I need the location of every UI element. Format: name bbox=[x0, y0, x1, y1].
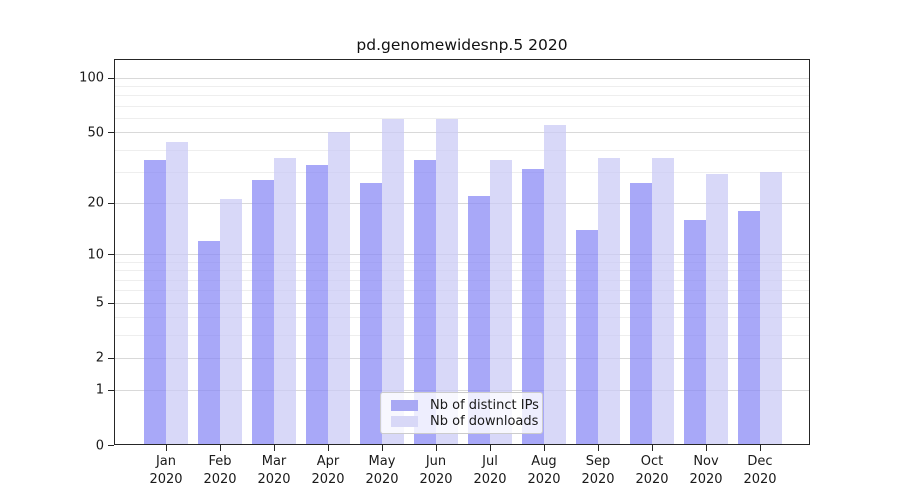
bar-ips-aug bbox=[522, 169, 544, 445]
legend-label: Nb of distinct IPs bbox=[430, 398, 539, 413]
y-tick-mark bbox=[108, 389, 114, 391]
bar-downloads-aug bbox=[544, 124, 566, 445]
x-tick-mark bbox=[598, 445, 599, 451]
x-tick-label: Feb 2020 bbox=[203, 454, 237, 487]
x-tick-label: Oct 2020 bbox=[635, 454, 669, 487]
bar-downloads-sep bbox=[598, 157, 620, 445]
y-tick-mark bbox=[108, 77, 114, 79]
chart-title: pd.genomewidesnp.5 2020 bbox=[356, 36, 568, 54]
y-tick-label: 1 bbox=[95, 382, 104, 398]
y-tick-label: 0 bbox=[95, 438, 104, 453]
bar-ips-jun bbox=[414, 159, 436, 445]
x-tick-mark bbox=[328, 445, 329, 451]
legend: Nb of distinct IPs Nb of downloads bbox=[380, 392, 543, 434]
gridline-major bbox=[114, 77, 810, 79]
legend-item: Nb of downloads bbox=[391, 414, 538, 429]
bar-ips-feb bbox=[198, 240, 220, 445]
x-tick-label: Jun 2020 bbox=[419, 454, 453, 487]
x-tick-mark bbox=[544, 445, 545, 451]
legend-swatch bbox=[391, 400, 418, 411]
bar-ips-apr bbox=[306, 164, 328, 445]
x-tick-label: Jul 2020 bbox=[473, 454, 507, 487]
bar-downloads-oct bbox=[652, 157, 674, 445]
bar-ips-sep bbox=[576, 229, 598, 445]
gridline-major bbox=[114, 302, 810, 304]
x-tick-label: Dec 2020 bbox=[743, 454, 777, 487]
x-tick-mark bbox=[760, 445, 761, 451]
bar-downloads-nov bbox=[706, 174, 728, 445]
gridline-minor bbox=[114, 118, 810, 119]
y-tick-label: 10 bbox=[87, 247, 104, 263]
gridline-minor bbox=[114, 334, 810, 336]
y-tick-mark bbox=[108, 132, 114, 134]
x-tick-label: Mar 2020 bbox=[257, 454, 291, 487]
x-tick-mark bbox=[274, 445, 275, 451]
bar-downloads-mar bbox=[274, 157, 296, 445]
y-tick-label: 50 bbox=[87, 125, 104, 141]
x-tick-mark bbox=[490, 445, 491, 451]
gridline-major bbox=[114, 389, 810, 391]
gridline-minor bbox=[114, 149, 810, 151]
gridline-minor bbox=[114, 86, 810, 88]
gridline-minor bbox=[114, 171, 810, 173]
gridline-minor bbox=[114, 105, 810, 107]
gridline-major bbox=[114, 132, 810, 134]
x-tick-mark bbox=[436, 445, 437, 451]
y-tick-mark bbox=[108, 445, 114, 446]
bar-ips-dec bbox=[738, 210, 760, 445]
bar-ips-oct bbox=[630, 182, 652, 445]
bar-downloads-jan bbox=[166, 142, 188, 445]
x-tick-label: Sep 2020 bbox=[581, 454, 615, 487]
y-tick-label: 20 bbox=[87, 195, 104, 211]
gridline-minor bbox=[114, 261, 810, 263]
bar-ips-mar bbox=[252, 179, 274, 445]
y-tick-label: 2 bbox=[95, 350, 104, 366]
gridline-minor bbox=[114, 317, 810, 318]
y-tick-mark bbox=[108, 302, 114, 304]
x-tick-mark bbox=[652, 445, 653, 451]
y-tick-mark bbox=[108, 254, 114, 256]
bar-downloads-apr bbox=[328, 132, 350, 445]
x-tick-mark bbox=[382, 445, 383, 451]
plot-frame bbox=[114, 59, 810, 445]
gridline-minor bbox=[114, 290, 810, 292]
x-tick-label: Nov 2020 bbox=[689, 454, 723, 487]
legend-swatch bbox=[391, 416, 418, 427]
x-tick-mark bbox=[166, 445, 167, 451]
bar-downloads-dec bbox=[760, 171, 782, 445]
bar-ips-jul bbox=[468, 195, 490, 445]
x-tick-mark bbox=[706, 445, 707, 451]
x-tick-label: Aug 2020 bbox=[527, 454, 561, 487]
y-tick-label: 5 bbox=[95, 295, 104, 311]
bar-ips-may bbox=[360, 182, 382, 445]
bar-ips-jan bbox=[144, 159, 166, 445]
y-tick-label: 100 bbox=[79, 70, 104, 86]
plot-area bbox=[114, 59, 810, 445]
x-tick-label: Apr 2020 bbox=[311, 454, 345, 487]
legend-item: Nb of distinct IPs bbox=[391, 398, 539, 413]
bar-downloads-jul bbox=[490, 159, 512, 445]
gridline-major bbox=[114, 202, 810, 204]
y-tick-mark bbox=[108, 357, 114, 359]
gridline-minor bbox=[114, 95, 810, 97]
legend-label: Nb of downloads bbox=[430, 414, 539, 429]
x-tick-label: Jan 2020 bbox=[149, 454, 183, 487]
bar-downloads-jun bbox=[436, 119, 458, 445]
gridline-minor bbox=[114, 270, 810, 272]
x-tick-label: May 2020 bbox=[365, 454, 399, 487]
bar-ips-nov bbox=[684, 219, 706, 445]
bar-downloads-feb bbox=[220, 199, 242, 445]
x-tick-mark bbox=[220, 445, 221, 451]
gridline-minor bbox=[114, 279, 810, 281]
gridline-major bbox=[114, 357, 810, 359]
y-tick-mark bbox=[108, 202, 114, 204]
bar-downloads-may bbox=[382, 119, 404, 445]
gridline-major bbox=[114, 254, 810, 256]
